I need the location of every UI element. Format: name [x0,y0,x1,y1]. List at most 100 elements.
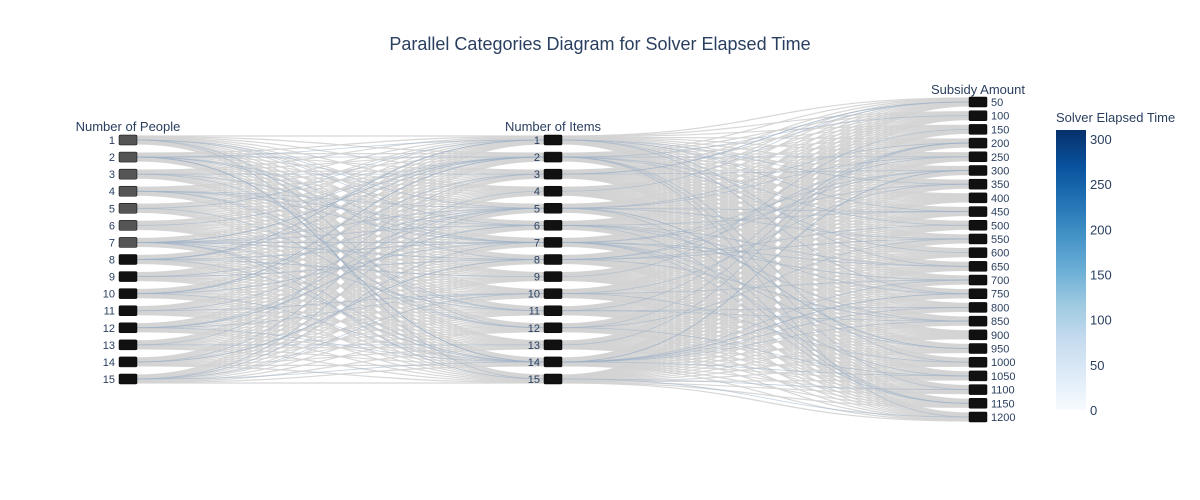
link-highlight[interactable] [561,378,970,418]
link-highlight[interactable] [561,361,970,377]
link-highlight[interactable] [561,320,970,363]
link-items-subsidy[interactable] [561,187,970,378]
link-highlight[interactable] [561,207,970,349]
link-highlight[interactable] [136,139,545,226]
category-bar[interactable] [118,254,138,265]
link-items-subsidy[interactable] [561,119,970,376]
category-bar[interactable] [968,110,988,121]
link-items-subsidy[interactable] [561,98,970,171]
link-highlight[interactable] [136,139,545,209]
link-highlight[interactable] [561,139,970,185]
link-items-subsidy[interactable] [561,157,970,309]
category-bar[interactable] [118,237,138,248]
link-people-items[interactable] [136,348,545,383]
link-highlight[interactable] [561,142,970,346]
link-highlight[interactable] [136,156,545,260]
link-people-items[interactable] [136,136,545,171]
link-people-items[interactable] [136,141,545,308]
link-people-items[interactable] [136,141,545,325]
link-highlight[interactable] [561,242,970,349]
link-items-subsidy[interactable] [561,159,970,343]
category-bar[interactable] [543,322,563,334]
link-items-subsidy[interactable] [561,214,970,379]
link-highlight[interactable] [136,156,545,295]
link-highlight[interactable] [561,156,970,391]
link-highlight[interactable] [561,156,970,260]
category-bar[interactable] [968,192,988,204]
link-highlight[interactable] [561,170,970,260]
category-bar[interactable] [968,178,988,190]
link-highlight[interactable] [561,170,970,363]
link-highlight[interactable] [136,207,545,380]
link-items-subsidy[interactable] [561,200,970,344]
link-items-subsidy[interactable] [561,104,970,359]
category-bar[interactable] [968,96,988,108]
link-items-subsidy[interactable] [561,117,970,325]
link-highlight[interactable] [136,293,545,363]
link-highlight[interactable] [561,207,970,240]
link-items-subsidy[interactable] [561,283,970,381]
link-highlight[interactable] [561,207,970,404]
link-highlight[interactable] [561,307,970,363]
category-bar[interactable] [968,356,988,368]
link-highlight[interactable] [561,378,970,391]
category-bar[interactable] [968,151,988,163]
link-people-items[interactable] [136,177,545,377]
category-bar[interactable] [543,168,563,180]
link-items-subsidy[interactable] [561,214,970,362]
link-items-subsidy[interactable] [561,268,970,329]
category-bar[interactable] [543,305,563,316]
link-highlight[interactable] [136,156,545,226]
link-highlight[interactable] [561,170,970,175]
category-bar[interactable] [543,220,563,231]
link-highlight[interactable] [561,211,970,226]
category-bar[interactable] [118,356,138,368]
link-highlight[interactable] [561,139,970,267]
link-highlight[interactable] [561,156,970,363]
link-highlight[interactable] [136,207,545,329]
link-highlight[interactable] [561,183,970,243]
category-bar[interactable] [968,329,988,341]
link-people-items[interactable] [136,140,545,291]
link-highlight[interactable] [136,173,545,312]
link-highlight[interactable] [561,279,970,363]
link-items-subsidy[interactable] [561,130,970,309]
link-items-subsidy[interactable] [561,99,970,188]
link-items-subsidy[interactable] [561,173,970,378]
link-items-subsidy[interactable] [561,157,970,292]
link-highlight[interactable] [561,101,970,175]
link-highlight[interactable] [136,293,545,380]
category-bar[interactable] [968,247,988,258]
category-bar[interactable] [118,168,138,180]
category-bar[interactable] [543,288,563,299]
link-items-subsidy[interactable] [561,256,970,380]
link-people-items[interactable] [136,138,545,240]
link-highlight[interactable] [561,224,970,404]
category-bar[interactable] [118,203,138,214]
link-items-subsidy[interactable] [561,295,970,330]
link-items-subsidy[interactable] [561,227,970,345]
dimension-title[interactable]: Subsidy Amount [931,82,1025,97]
category-bar[interactable] [968,124,988,135]
link-items-subsidy[interactable] [561,324,970,382]
category-bar[interactable] [968,233,988,245]
link-highlight[interactable] [561,142,970,329]
link-items-subsidy[interactable] [561,242,970,380]
link-items-subsidy[interactable] [561,100,970,240]
link-items-subsidy[interactable] [561,102,970,291]
link-people-items[interactable] [136,137,545,188]
link-items-subsidy[interactable] [561,117,970,342]
link-highlight[interactable] [561,242,970,377]
link-items-subsidy[interactable] [561,268,970,346]
link-items-subsidy[interactable] [561,115,970,274]
link-items-subsidy[interactable] [561,129,970,274]
link-highlight[interactable] [561,183,970,295]
link-highlight[interactable] [136,242,545,380]
link-highlight[interactable] [136,190,545,243]
link-items-subsidy[interactable] [561,129,970,291]
link-items-subsidy[interactable] [561,297,970,381]
link-people-items[interactable] [136,194,545,378]
category-bar[interactable] [968,206,988,217]
link-items-subsidy[interactable] [561,310,970,381]
link-highlight[interactable] [561,170,970,243]
